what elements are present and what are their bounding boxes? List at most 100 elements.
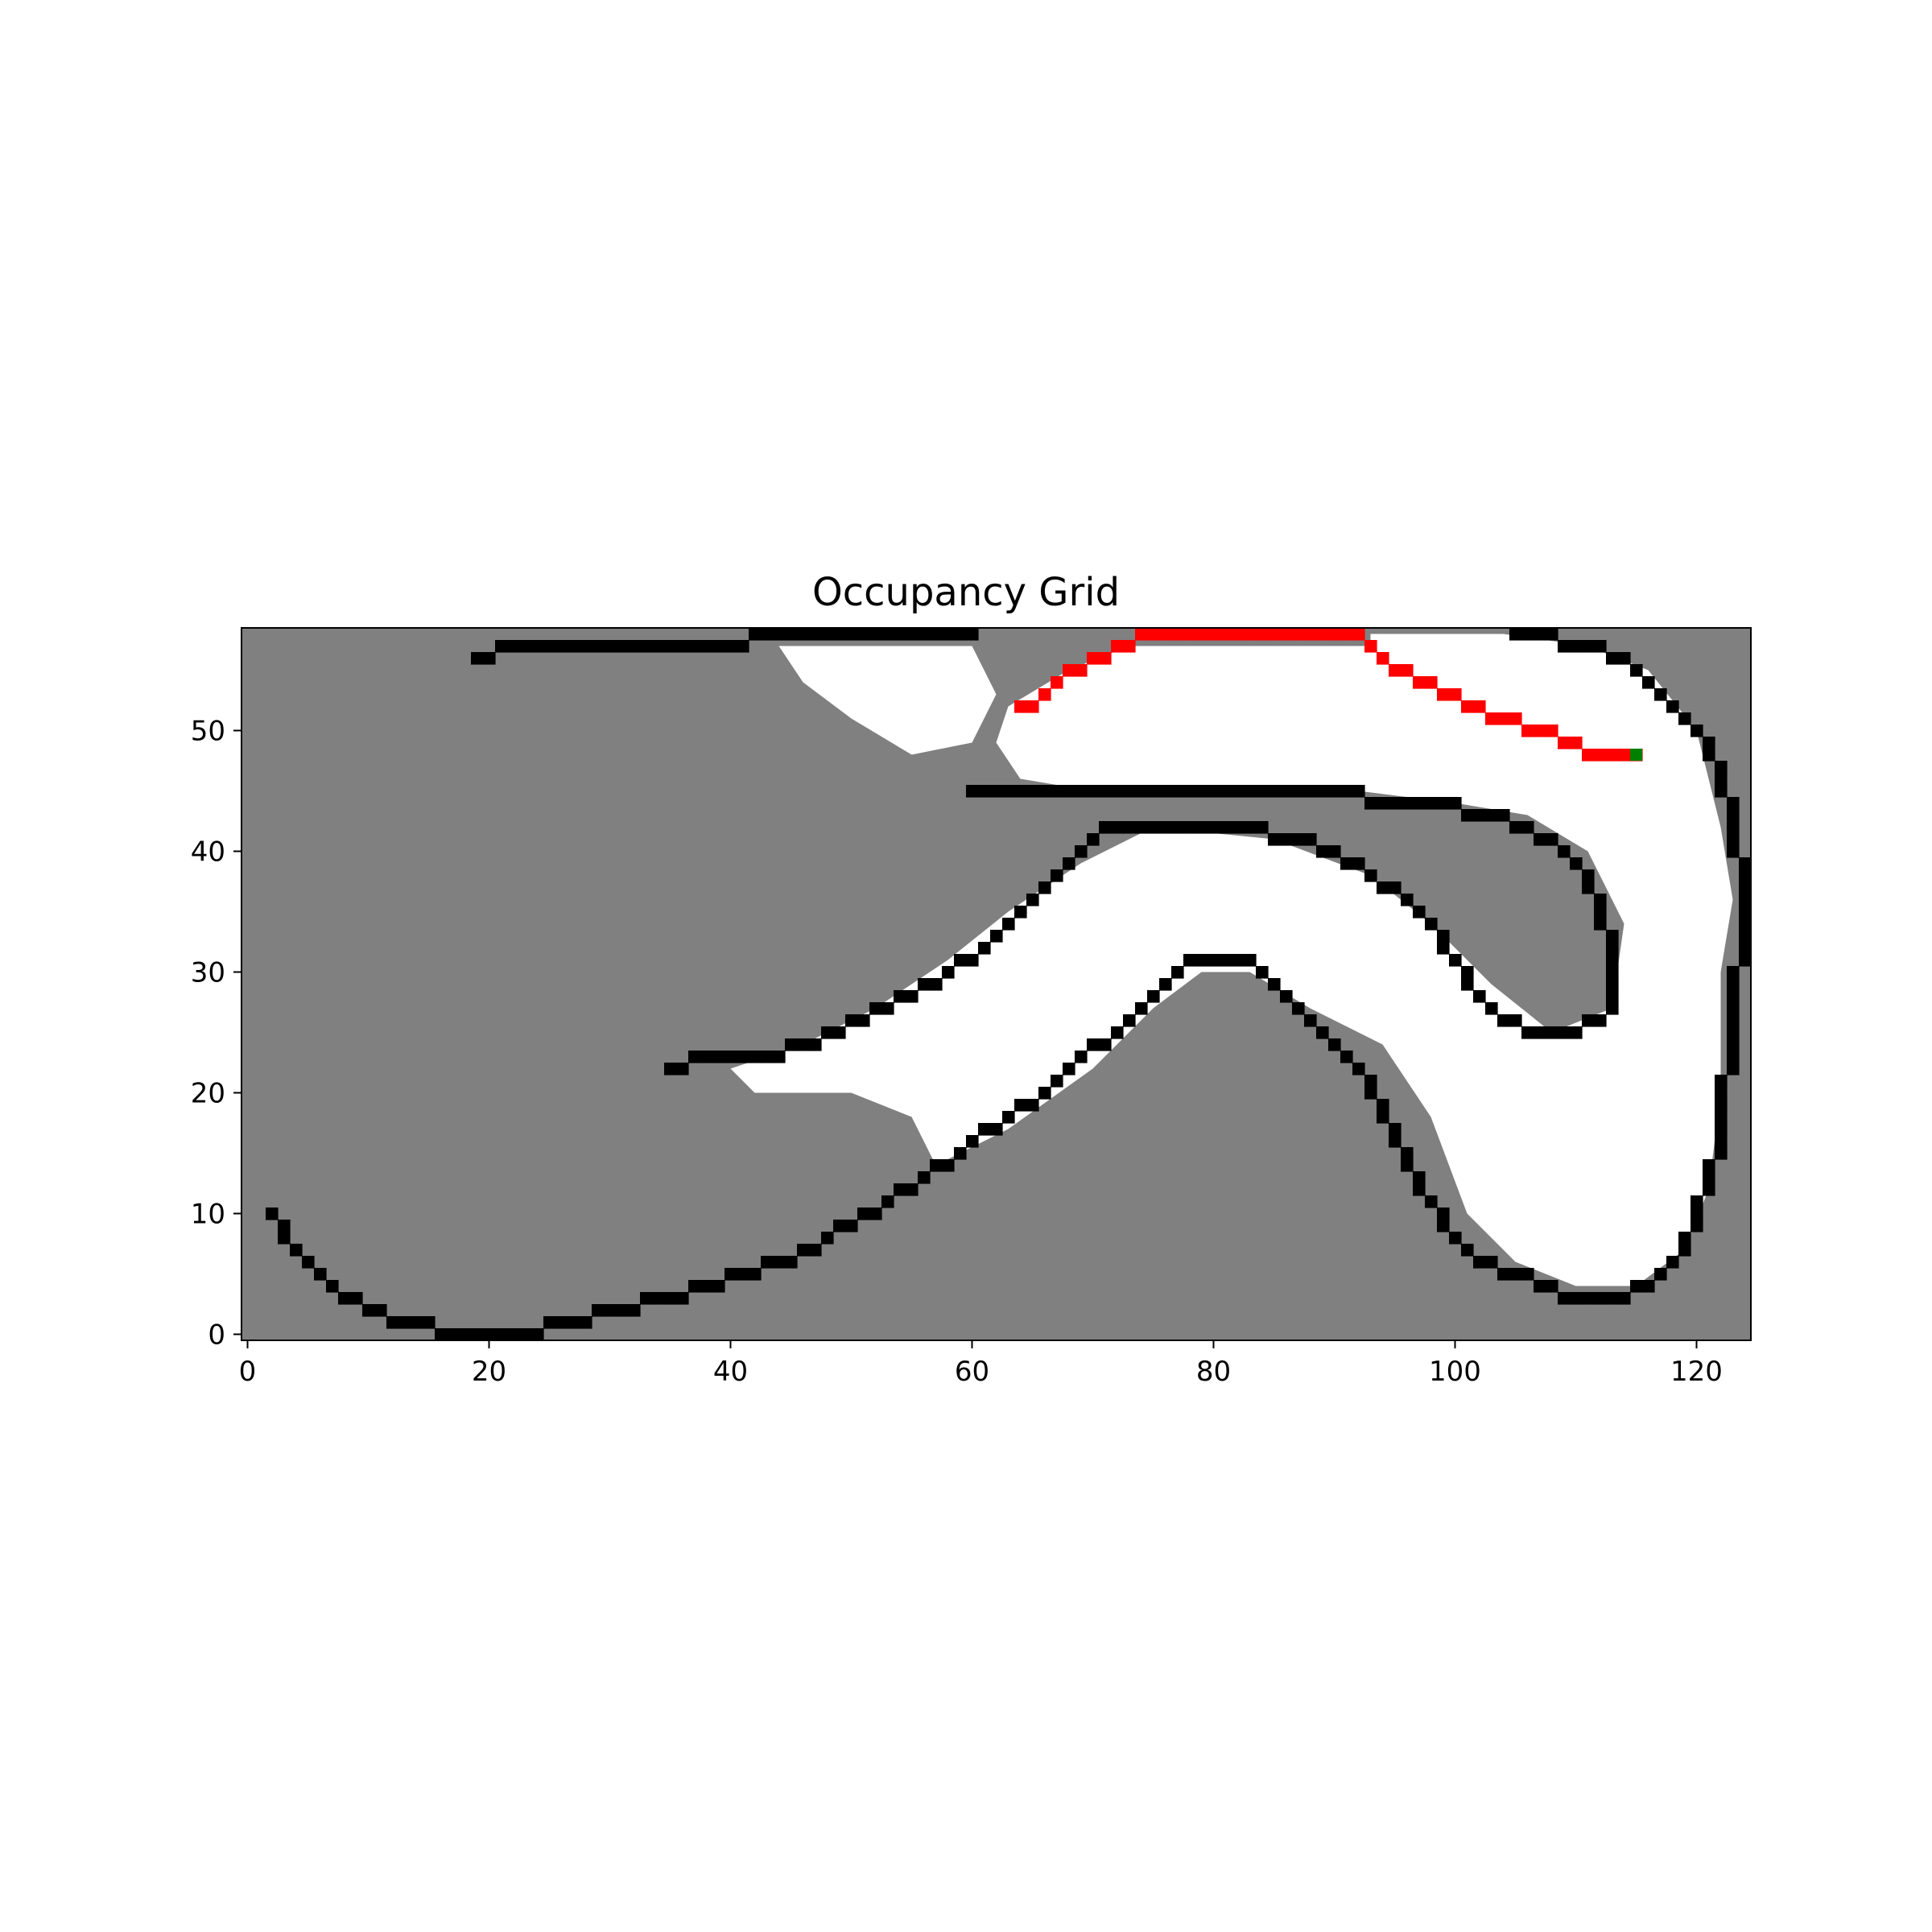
occupied-cell — [1135, 821, 1148, 834]
path-cell — [1292, 628, 1305, 641]
occupied-cell — [664, 1292, 677, 1305]
occupied-cell — [1340, 857, 1353, 870]
path-cell — [1377, 652, 1389, 665]
y-axis: 0 10 20 30 40 50 — [191, 716, 242, 1352]
occupied-cell — [1340, 785, 1353, 798]
occupied-cell — [314, 1268, 327, 1281]
occupied-cell — [1244, 821, 1257, 834]
occupied-cell — [1715, 1123, 1728, 1136]
occupied-cell — [978, 1123, 991, 1136]
occupied-cell — [1727, 833, 1740, 846]
occupied-cell — [1461, 809, 1474, 822]
occupied-cell — [1256, 966, 1269, 979]
occupied-cell — [1594, 906, 1607, 919]
occupied-cell — [930, 978, 943, 991]
occupied-cell — [1534, 1280, 1546, 1293]
occupied-cell — [1703, 1171, 1715, 1184]
occupied-cell — [1002, 785, 1015, 798]
occupied-cell — [1570, 1026, 1583, 1039]
occupied-cell — [1739, 954, 1751, 967]
occupied-cell — [1280, 785, 1293, 798]
path-cell — [1014, 700, 1027, 713]
occupied-cell — [1123, 821, 1136, 834]
path-cell — [1437, 688, 1450, 701]
occupied-cell — [809, 1038, 822, 1051]
occupied-cell — [1630, 1280, 1643, 1293]
occupied-cell — [821, 628, 834, 641]
occupied-cell — [688, 640, 701, 653]
occupied-cell — [1183, 785, 1196, 798]
occupied-cell — [1437, 1220, 1450, 1232]
occupied-cell — [688, 1051, 701, 1063]
goal-cell — [1630, 749, 1642, 761]
occupied-cell — [1425, 797, 1438, 810]
occupied-cell — [1666, 1256, 1679, 1269]
occupied-cell — [1558, 1292, 1571, 1305]
occupied-cell — [676, 1292, 689, 1305]
occupied-cell — [1159, 978, 1172, 991]
occupied-cell — [749, 628, 762, 641]
occupied-cell — [1582, 881, 1595, 894]
occupied-cell — [1727, 845, 1740, 858]
occupied-cell — [857, 628, 870, 641]
occupied-cell — [1570, 1292, 1583, 1305]
occupied-cell — [1690, 1208, 1703, 1220]
occupied-cell — [1546, 628, 1558, 641]
path-cell — [1171, 628, 1184, 641]
path-cell — [1546, 724, 1558, 737]
occupied-cell — [1026, 894, 1039, 906]
occupied-cell — [1014, 906, 1027, 919]
occupied-cell — [1642, 676, 1655, 689]
occupied-cell — [580, 640, 592, 653]
occupied-cell — [785, 1038, 798, 1051]
path-cell — [1268, 628, 1281, 641]
occupied-cell — [519, 640, 532, 653]
occupied-cell — [1570, 640, 1583, 653]
occupied-cell — [894, 990, 906, 1003]
occupied-cell — [700, 1280, 713, 1293]
occupied-cell — [1739, 930, 1751, 943]
occupied-cell — [1099, 1038, 1112, 1051]
occupied-cell — [1195, 954, 1208, 967]
occupied-cell — [749, 1051, 762, 1063]
occupied-cell — [773, 628, 786, 641]
occupied-cell — [1051, 869, 1063, 882]
occupied-cell — [1364, 869, 1377, 882]
occupied-cell — [1292, 1002, 1305, 1015]
occupied-cell — [1509, 1014, 1522, 1027]
occupied-cell — [302, 1256, 315, 1269]
occupied-cell — [266, 1208, 279, 1220]
occupied-cell — [1727, 1026, 1740, 1039]
occupied-cell — [1739, 881, 1751, 894]
path-cell — [1618, 749, 1631, 762]
path-cell — [1232, 628, 1245, 641]
occupied-cell — [652, 1292, 665, 1305]
path-cell — [1364, 640, 1377, 653]
occupied-cell — [1521, 1268, 1534, 1281]
occupied-cell — [918, 1171, 931, 1184]
occupied-cell — [350, 1292, 363, 1305]
occupied-cell — [1087, 785, 1100, 798]
occupied-cell — [1099, 821, 1112, 834]
occupied-cell — [1461, 978, 1474, 991]
occupied-cell — [1377, 1099, 1389, 1112]
occupied-cell — [1521, 1026, 1534, 1039]
occupied-cell — [580, 1316, 592, 1329]
occupied-cell — [1389, 797, 1402, 810]
chart-title: Occupancy Grid — [811, 570, 1121, 615]
occupied-cell — [507, 1328, 520, 1340]
path-cell — [1606, 749, 1619, 762]
occupied-cell — [797, 628, 810, 641]
occupied-cell — [1703, 1183, 1715, 1196]
occupied-cell — [869, 1208, 882, 1220]
occupied-cell — [1606, 966, 1619, 979]
occupied-cell — [1582, 869, 1595, 882]
occupied-cell — [954, 1147, 967, 1160]
occupied-cell — [1304, 1014, 1317, 1027]
occupied-cell — [881, 628, 894, 641]
occupied-cell — [1063, 785, 1075, 798]
occupied-cell — [555, 640, 568, 653]
occupied-cell — [1654, 1268, 1667, 1281]
occupied-cell — [435, 1328, 448, 1340]
